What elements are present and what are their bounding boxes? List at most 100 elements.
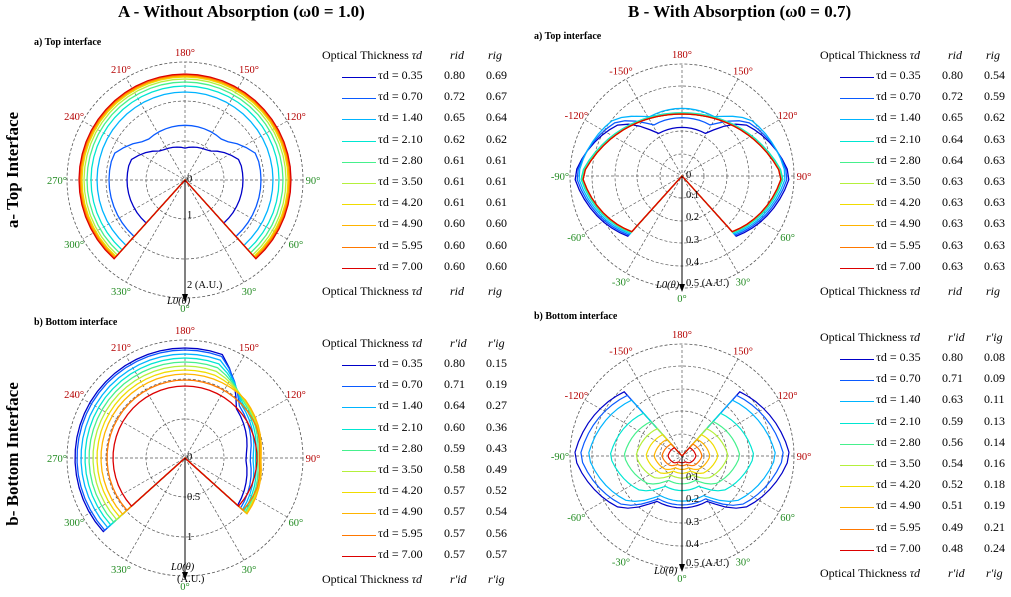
legend-swatch bbox=[840, 486, 874, 488]
subtitle-b-top: a) Top interface bbox=[534, 31, 602, 42]
legend-swatch bbox=[342, 534, 376, 536]
angle-label: 60° bbox=[780, 233, 795, 244]
legend-row: τd = 4.90 0.60 0.60 bbox=[322, 216, 512, 236]
legend-rig-value: 0.61 bbox=[486, 174, 507, 188]
legend-rid-value: 0.80 bbox=[942, 68, 963, 82]
angle-label: 150° bbox=[733, 66, 753, 77]
series-curve bbox=[81, 76, 289, 258]
legend-rid-value: 0.61 bbox=[444, 152, 465, 167]
legend-rig-value: 0.63 bbox=[984, 174, 1005, 188]
legend-swatch bbox=[342, 365, 376, 366]
legend-rig-value: 0.56 bbox=[486, 525, 507, 540]
legend-tau-label: τd = 5.95 bbox=[378, 237, 423, 252]
axis-label: L0(θ) bbox=[655, 280, 680, 291]
legend-rid-value: 0.57 bbox=[444, 546, 465, 561]
radial-label: 0.2 bbox=[686, 494, 699, 505]
legend-rig-value: 0.63 bbox=[984, 131, 1005, 146]
legend-swatch bbox=[342, 267, 376, 269]
angle-label: -120° bbox=[565, 391, 588, 402]
legend-row: τd = 3.50 0.58 0.49 bbox=[322, 462, 512, 482]
legend-rig-value: 0.63 bbox=[984, 258, 1005, 273]
legend-row: τd = 0.35 0.80 0.54 bbox=[820, 68, 1010, 88]
arrow-head bbox=[182, 294, 188, 302]
legend-row: τd = 3.50 0.61 0.61 bbox=[322, 174, 512, 194]
legend-header-tau: τd bbox=[411, 336, 423, 350]
radial-label: 0.4 bbox=[686, 539, 700, 550]
legend-rig-value: 0.15 bbox=[486, 356, 507, 370]
legend-swatch bbox=[342, 161, 376, 163]
legend-row: τd = 0.70 0.71 0.19 bbox=[322, 377, 512, 397]
legend-tau-label: τd = 5.95 bbox=[876, 237, 921, 252]
angle-label: 60° bbox=[288, 518, 303, 529]
polar-plot-a-bottom: 180° 150° 120° 90° 60° 30° 0° 330° 300° 270° 240° 2… bbox=[47, 326, 320, 593]
legend-rid-value: 0.64 bbox=[444, 398, 465, 413]
legend-rig-value: 0.62 bbox=[486, 131, 507, 146]
legend-rig-value: 0.11 bbox=[984, 392, 1005, 407]
angle-label: 120° bbox=[286, 112, 306, 123]
legend-tau-label: τd = 0.70 bbox=[876, 89, 921, 104]
angle-label: 60° bbox=[288, 240, 303, 251]
legend-tau-label: τd = 5.95 bbox=[876, 519, 921, 534]
angle-label: 300° bbox=[64, 240, 84, 251]
legend-rig-value: 0.63 bbox=[984, 152, 1005, 167]
legend-tau-label: τd = 3.50 bbox=[378, 462, 423, 476]
angle-label: 120° bbox=[778, 391, 798, 402]
legend-swatch bbox=[840, 267, 874, 269]
legend-tau-label: τd = 2.10 bbox=[378, 419, 423, 434]
arrow-head bbox=[182, 572, 188, 580]
angle-label: 240° bbox=[64, 112, 84, 123]
series-curve bbox=[78, 73, 292, 260]
legend-rig-value: 0.08 bbox=[984, 350, 1005, 364]
legend-rid-value: 0.60 bbox=[444, 216, 465, 231]
legend-rid-value: 0.80 bbox=[444, 356, 465, 370]
legend-tau-label: τd = 3.50 bbox=[876, 456, 921, 470]
legend-header-label: Optical Thickness bbox=[322, 336, 412, 350]
legend-swatch bbox=[840, 119, 874, 121]
legend-row: τd = 2.10 0.59 0.13 bbox=[820, 414, 1010, 434]
subtitle-a-bottom: b) Bottom interface bbox=[34, 317, 118, 328]
legend-footer-rig: rig bbox=[488, 284, 503, 298]
legend-row: τd = 3.50 0.63 0.63 bbox=[820, 174, 1010, 194]
radial-label: 0.5 bbox=[187, 492, 200, 503]
angle-label: 90° bbox=[306, 454, 321, 465]
series-curve bbox=[574, 123, 790, 237]
legend-row: τd = 7.00 0.63 0.63 bbox=[820, 259, 1010, 279]
arrow-head bbox=[679, 284, 685, 292]
radial-label: 0.5 (A.U.) bbox=[686, 558, 730, 569]
legend-rid-value: 0.61 bbox=[444, 174, 465, 188]
legend-header-rid: r′id bbox=[948, 330, 965, 344]
radial-label: 0.1 bbox=[686, 190, 699, 201]
legend-rig-value: 0.49 bbox=[486, 462, 507, 476]
legend-rig-value: 0.61 bbox=[486, 195, 507, 210]
legend-rid-value: 0.60 bbox=[444, 237, 465, 252]
legend-swatch bbox=[840, 140, 874, 142]
legend-row: τd = 4.20 0.52 0.18 bbox=[820, 477, 1010, 497]
axis-label: L0(θ) bbox=[653, 566, 678, 577]
legend-tau-label: τd = 4.90 bbox=[876, 498, 921, 513]
legend-row: τd = 0.35 0.80 0.15 bbox=[322, 356, 512, 376]
angle-label: -150° bbox=[609, 346, 632, 357]
axis-unit: (A.U.) bbox=[177, 574, 205, 585]
axis-label: L0(θ) bbox=[166, 296, 191, 307]
legend-rig-value: 0.19 bbox=[984, 498, 1005, 513]
legend-tau-label: τd = 1.40 bbox=[876, 110, 921, 125]
legend-footer: Optical Thickness τd bbox=[322, 284, 423, 298]
angle-label: 180° bbox=[672, 330, 692, 341]
legend-rig-value: 0.60 bbox=[486, 258, 507, 273]
legend-swatch bbox=[342, 140, 376, 142]
legend-tau-label: τd = 1.40 bbox=[378, 110, 423, 125]
legend-tau-label: τd = 2.10 bbox=[378, 131, 423, 146]
legend-rig-value: 0.62 bbox=[984, 110, 1005, 125]
legend-row: τd = 2.10 0.64 0.63 bbox=[820, 132, 1010, 152]
angle-label: 30° bbox=[242, 565, 257, 576]
legend-rid-value: 0.63 bbox=[942, 237, 963, 252]
radial-label: 0.3 bbox=[686, 235, 699, 246]
row-title-top: a- Top Interface bbox=[3, 111, 22, 229]
legend-swatch bbox=[342, 492, 376, 494]
angle-label: 30° bbox=[736, 278, 751, 289]
angle-label: -30° bbox=[612, 558, 630, 569]
legend-header-label: Optical Thickness bbox=[322, 48, 412, 62]
series-curve bbox=[108, 124, 262, 238]
radial-label: 1 bbox=[187, 210, 192, 221]
legend-swatch bbox=[342, 555, 376, 557]
